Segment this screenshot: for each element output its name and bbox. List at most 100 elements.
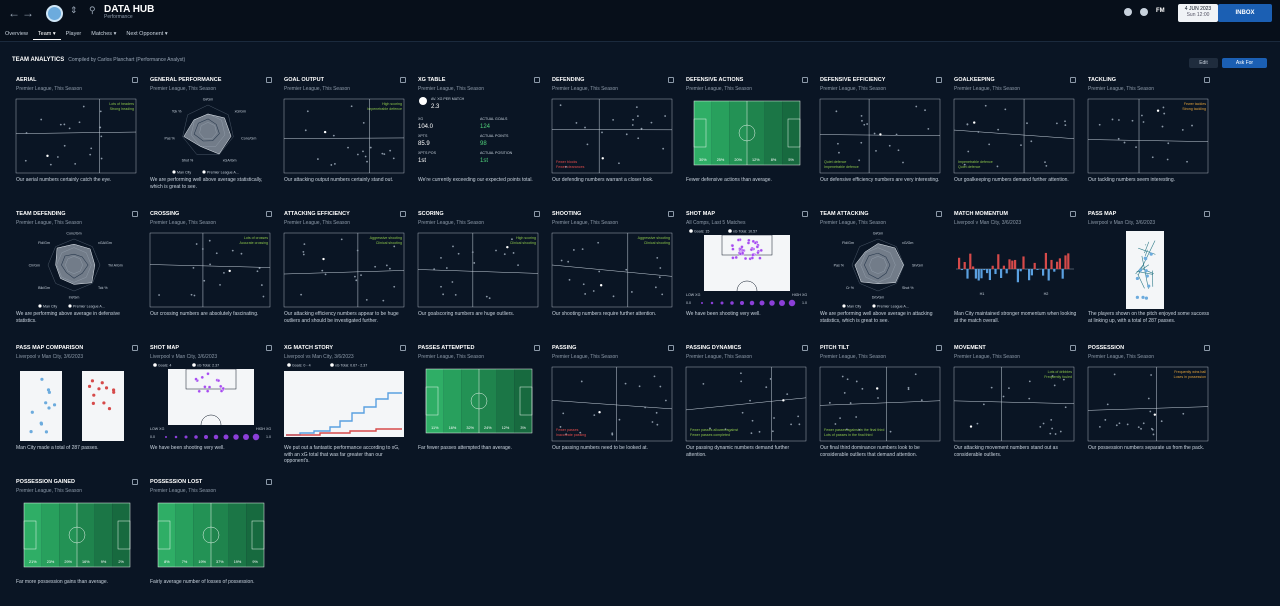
expand-icon[interactable] [132, 77, 138, 83]
expand-icon[interactable] [400, 211, 406, 217]
expand-icon[interactable] [266, 211, 272, 217]
pitch-zone [764, 101, 783, 165]
expand-icon[interactable] [936, 77, 942, 83]
expand-icon[interactable] [534, 77, 540, 83]
card-passing-dynamics[interactable]: PASSING DYNAMICS Premier League, This Sea… [682, 343, 812, 471]
expand-icon[interactable] [1070, 77, 1076, 83]
ask-for-button[interactable]: Ask For [1222, 58, 1267, 68]
card-caption: Our defending numbers warrant a closer l… [552, 177, 654, 183]
mean-line-h [283, 137, 405, 139]
card-possession-gained[interactable]: POSSESSION GAINED Premier League, This Se… [12, 477, 142, 605]
expand-icon[interactable] [132, 211, 138, 217]
card-team-attacking[interactable]: TEAM ATTACKING Premier League, This Seaso… [816, 209, 946, 337]
expand-icon[interactable] [668, 211, 674, 217]
data-point [442, 293, 445, 296]
card-aerial[interactable]: AERIAL Premier League, This Season Lots of… [12, 75, 142, 203]
card-xg-table[interactable]: XG TABLE Premier League, This Season AV. X… [414, 75, 544, 203]
expand-icon[interactable] [132, 479, 138, 485]
expand-icon[interactable] [802, 345, 808, 351]
sub-nav [0, 28, 1280, 42]
card-match-momentum[interactable]: MATCH MOMENTUM Liverpool v Man City, 3/6/… [950, 209, 1080, 337]
card-possession-lost[interactable]: POSSESSION LOST Premier League, This Seas… [146, 477, 276, 605]
expand-icon[interactable] [668, 345, 674, 351]
card-possession[interactable]: POSSESSION Premier League, This Season Fre… [1084, 343, 1214, 471]
expand-icon[interactable] [534, 345, 540, 351]
tab-next-opponent[interactable]: Next Opponent ▾ [126, 31, 168, 37]
card-movement[interactable]: MOVEMENT Premier League, This Season Lots … [950, 343, 1080, 471]
card-scoring[interactable]: SCORING Premier League, This Season High s… [414, 209, 544, 337]
expand-icon[interactable] [266, 77, 272, 83]
card-crossing[interactable]: CROSSING Premier League, This Season Lots … [146, 209, 276, 337]
search-icon[interactable]: ⚲ [89, 5, 96, 15]
expand-icon[interactable] [802, 77, 808, 83]
data-point [888, 144, 891, 147]
player-dot [1138, 268, 1143, 272]
team-point [322, 257, 325, 261]
card-defensive-actions[interactable]: DEFENSIVE ACTIONS Premier League, This Se… [682, 75, 812, 203]
card-general-performance[interactable]: GENERAL PERFORMANCE Premier League, This … [146, 75, 276, 203]
card-shot-map[interactable]: SHOT MAP Liverpool v Man City, 3/6/2023 Go… [146, 343, 276, 471]
expand-icon[interactable] [266, 479, 272, 485]
expand-icon[interactable] [1204, 77, 1210, 83]
expand-icon[interactable] [534, 211, 540, 217]
card-subtitle: Premier League, This Season [954, 86, 1021, 92]
expand-icon[interactable] [400, 345, 406, 351]
tab-team[interactable]: Team ▾ [32, 30, 61, 40]
shot-dot [219, 384, 223, 389]
card-pitch-tilt[interactable]: PITCH TILT Premier League, This Season Few… [816, 343, 946, 471]
momentum-bar [988, 269, 991, 281]
help-icon[interactable] [1140, 8, 1148, 16]
expand-icon[interactable] [1204, 345, 1210, 351]
card-passes-attempted[interactable]: PASSES ATTEMPTED Premier League, This Sea… [414, 343, 544, 471]
data-point [586, 143, 589, 146]
card-shot-map[interactable]: SHOT MAP All Comps, Last 5 Matches Goals: … [682, 209, 812, 337]
fm-logo[interactable]: FM [1156, 8, 1165, 14]
expand-icon[interactable] [668, 77, 674, 83]
card-tackling[interactable]: TACKLING Premier League, This Season Fewer… [1084, 75, 1214, 203]
card-defending[interactable]: DEFENDING Premier League, This Season Fewe… [548, 75, 678, 203]
expand-icon[interactable] [1070, 345, 1076, 351]
club-crest[interactable] [46, 5, 63, 22]
data-point [1117, 137, 1120, 140]
quadrant-label: Fewer passes allowed against [690, 428, 738, 432]
expand-icon[interactable] [936, 345, 942, 351]
card-shooting[interactable]: SHOOTING Premier League, This Season Aggre… [548, 209, 678, 337]
card-xg-match-story[interactable]: XG MATCH STORY Liverpool vs Man City, 3/6… [280, 343, 410, 471]
card-defensive-efficiency[interactable]: DEFENSIVE EFFICIENCY Premier League, This… [816, 75, 946, 203]
card-pass-map-comparison[interactable]: PASS MAP COMPARISON Liverpool v Man City,… [12, 343, 142, 471]
radar-axis-label: xG/Gm [235, 110, 246, 114]
radar-axis-label: Fld/Gm [38, 241, 50, 245]
card-goalkeeping[interactable]: GOALKEEPING Premier League, This Season Im… [950, 75, 1080, 203]
expand-icon[interactable] [936, 211, 942, 217]
card-team-defending[interactable]: TEAM DEFENDING Premier League, This Seaso… [12, 209, 142, 337]
card-pass-map[interactable]: PASS MAP Liverpool v Man City, 3/6/2023 Th… [1084, 209, 1214, 337]
card-goal-output[interactable]: GOAL OUTPUT Premier League, This Season Hi… [280, 75, 410, 203]
back-icon[interactable]: ← [8, 6, 20, 20]
expand-icon[interactable] [266, 345, 272, 351]
tab-matches[interactable]: Matches ▾ [91, 31, 117, 37]
expand-icon[interactable] [400, 77, 406, 83]
inbox-button[interactable]: INBOX [1218, 4, 1272, 22]
tab-player[interactable]: Player [65, 31, 82, 37]
expand-icon[interactable] [802, 211, 808, 217]
card-passing[interactable]: PASSING Premier League, This Season Fewer … [548, 343, 678, 471]
chevron-updown-icon[interactable]: ⇕ [70, 5, 78, 15]
player-dot [90, 379, 95, 383]
forward-icon[interactable]: → [22, 6, 34, 20]
data-point [798, 423, 801, 426]
card-attacking-efficiency[interactable]: ATTACKING EFFICIENCY Premier League, This… [280, 209, 410, 337]
expand-icon[interactable] [1070, 211, 1076, 217]
pitch-zone [94, 503, 113, 567]
momentum-bar [991, 265, 994, 269]
radar-axis-label: Tck % [98, 286, 108, 290]
data-point [1050, 418, 1053, 421]
mean-line-h [15, 131, 137, 134]
date-display[interactable]: 4 JUN 2023 Sun 12:00 [1178, 4, 1218, 22]
expand-icon[interactable] [132, 345, 138, 351]
card-subtitle: Premier League, This Season [820, 220, 887, 226]
mean-line-h [685, 397, 807, 411]
edit-button[interactable]: Edit [1189, 58, 1218, 68]
tab-overview[interactable]: Overview [5, 31, 28, 37]
notification-icon[interactable] [1124, 8, 1132, 16]
expand-icon[interactable] [1204, 211, 1210, 217]
